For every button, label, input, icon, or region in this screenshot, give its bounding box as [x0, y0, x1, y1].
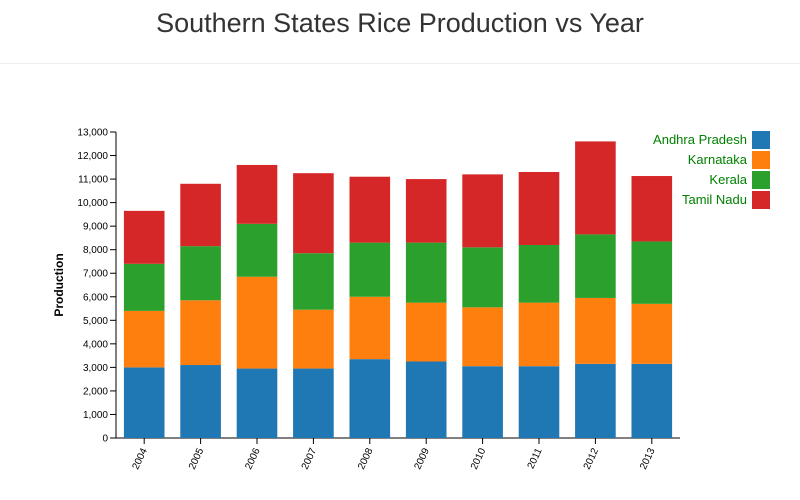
bar-segment-tamil-nadu-2012	[575, 141, 616, 235]
bar-segment-tamil-nadu-2005	[180, 183, 221, 247]
bar-segment-kerala-2005	[180, 246, 221, 301]
bar-segment-tamil-nadu-2010	[462, 174, 503, 248]
bar-segment-andhra-pradesh-2004	[123, 367, 165, 438]
bar-segment-kerala-2004	[123, 263, 165, 311]
bar-segment-karnataka-2013	[631, 303, 673, 364]
bar-segment-karnataka-2007	[293, 309, 334, 369]
x-tick-label: 2010	[469, 446, 489, 471]
legend-label: Tamil Nadu	[682, 192, 747, 207]
bar-segment-kerala-2011	[518, 244, 560, 303]
y-tick-label: 13,000	[77, 128, 108, 139]
bar-segment-karnataka-2008	[349, 296, 391, 360]
y-tick-label: 6,000	[83, 292, 108, 303]
bar-segment-andhra-pradesh-2005	[180, 365, 221, 438]
bar-segment-karnataka-2011	[518, 302, 560, 367]
bar-segment-karnataka-2012	[575, 297, 616, 364]
x-axis: 2004 2005 2006 2007 2008 2009 2010 2011 2012 2013	[116, 437, 680, 471]
y-axis-title: Production	[52, 253, 66, 316]
bar-segment-andhra-pradesh-2010	[462, 366, 503, 438]
bar-segment-karnataka-2006	[236, 276, 278, 369]
x-tick-label: 2007	[300, 446, 320, 471]
bar-segment-andhra-pradesh-2012	[575, 363, 616, 438]
bar-segment-andhra-pradesh-2007	[293, 368, 334, 438]
bar-segment-andhra-pradesh-2009	[405, 361, 447, 438]
bar-segment-tamil-nadu-2004	[123, 210, 165, 264]
y-tick-label: 0	[102, 434, 108, 445]
bar-segment-karnataka-2009	[405, 302, 447, 362]
y-tick-label: 2,000	[83, 386, 108, 397]
title-divider	[0, 63, 800, 64]
legend: Andhra Pradesh Karnataka Kerala Tamil Nadu	[653, 131, 770, 209]
legend-swatch	[752, 171, 770, 189]
bar-segment-andhra-pradesh-2008	[349, 359, 391, 438]
bar-segment-karnataka-2004	[123, 310, 165, 368]
y-tick-label: 5,000	[83, 316, 108, 327]
y-tick-label: 9,000	[83, 222, 108, 233]
bars-group	[123, 141, 673, 438]
bar-segment-kerala-2006	[236, 223, 278, 277]
bar-segment-karnataka-2010	[462, 307, 503, 367]
y-tick-label: 4,000	[83, 339, 108, 350]
x-tick-label: 2011	[526, 446, 545, 471]
bar-segment-kerala-2012	[575, 234, 616, 298]
legend-label: Andhra Pradesh	[653, 132, 747, 147]
x-tick-label: 2013	[638, 446, 658, 471]
x-tick-label: 2004	[131, 446, 151, 471]
x-tick-label: 2008	[356, 446, 376, 471]
legend-label: Kerala	[709, 172, 747, 187]
legend-swatch	[752, 151, 770, 169]
bar-segment-tamil-nadu-2008	[349, 176, 391, 243]
bar-segment-andhra-pradesh-2013	[631, 363, 673, 438]
bar-segment-tamil-nadu-2009	[405, 179, 447, 243]
legend-swatch	[752, 131, 770, 149]
bar-segment-andhra-pradesh-2011	[518, 366, 560, 438]
bar-segment-andhra-pradesh-2006	[236, 368, 278, 438]
y-tick-label: 3,000	[83, 363, 108, 374]
bar-segment-kerala-2010	[462, 247, 503, 308]
x-tick-label: 2006	[243, 446, 263, 471]
bar-segment-kerala-2007	[293, 253, 334, 310]
x-tick-label: 2005	[187, 446, 207, 471]
bar-segment-tamil-nadu-2011	[518, 172, 560, 245]
x-tick-label: 2009	[413, 446, 433, 471]
bar-segment-kerala-2013	[631, 241, 673, 304]
legend-swatch	[752, 191, 770, 209]
y-axis: 0 1,000 2,000 3,000 4,000 5,000 6,000 7,000 8,00…	[77, 128, 117, 445]
bar-segment-kerala-2009	[405, 242, 447, 303]
bar-segment-tamil-nadu-2007	[293, 173, 334, 254]
y-tick-label: 10,000	[77, 198, 108, 209]
bar-segment-kerala-2008	[349, 242, 391, 297]
bar-segment-tamil-nadu-2013	[631, 176, 673, 242]
y-tick-label: 7,000	[83, 269, 108, 280]
y-tick-label: 8,000	[83, 245, 108, 256]
bar-segment-tamil-nadu-2006	[236, 164, 278, 224]
x-tick-label: 2012	[582, 446, 602, 471]
page-title: Southern States Rice Production vs Year	[156, 8, 644, 38]
y-tick-label: 12,000	[77, 151, 108, 162]
y-tick-label: 1,000	[83, 410, 108, 421]
bar-segment-karnataka-2005	[180, 300, 221, 366]
y-tick-label: 11,000	[78, 175, 108, 186]
legend-label: Karnataka	[688, 152, 748, 167]
